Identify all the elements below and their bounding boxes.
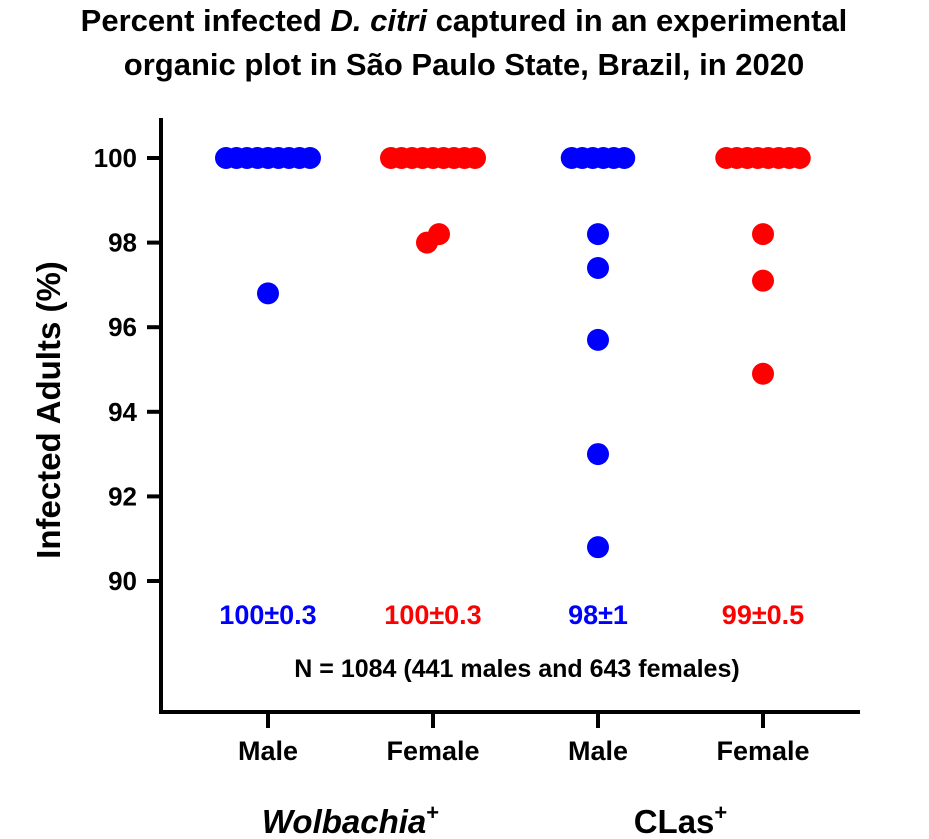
y-tick-label: 94 xyxy=(108,397,137,427)
title-part-0: Percent infected xyxy=(81,3,331,38)
group-label: Wolbachia+ xyxy=(262,800,439,839)
data-points xyxy=(215,147,811,559)
data-point xyxy=(613,147,636,169)
chart-title-line2: organic plot in São Paulo State, Brazil,… xyxy=(124,47,804,82)
y-axis-label: Infected Adults (%) xyxy=(30,261,67,559)
x-category-label: Female xyxy=(716,736,809,766)
group-name: CLas xyxy=(634,803,715,839)
x-category-label: Female xyxy=(386,736,479,766)
x-category-label: Male xyxy=(238,736,298,766)
data-point xyxy=(587,256,609,279)
data-point xyxy=(257,282,279,305)
data-point xyxy=(299,147,321,169)
chart-title-line1: Percent infected D. citri captured in an… xyxy=(81,3,848,38)
y-tick-label: 96 xyxy=(108,312,137,342)
group-name: Wolbachia xyxy=(262,803,426,839)
group-label: CLas+ xyxy=(634,800,728,839)
summary-stat: 99±0.5 xyxy=(722,600,804,630)
summary-stat: 100±0.3 xyxy=(219,600,316,630)
data-point xyxy=(788,147,811,169)
axes: 90 92 94 96 98 100 xyxy=(94,118,860,728)
data-point xyxy=(752,362,774,385)
y-tick-label: 90 xyxy=(108,566,137,596)
summary-stat: 100±0.3 xyxy=(384,600,481,630)
data-point xyxy=(587,443,609,466)
data-point xyxy=(464,147,486,169)
data-point xyxy=(752,223,774,246)
summary-stat: 98±1 xyxy=(568,600,628,630)
data-point xyxy=(416,231,438,254)
y-tick-label: 92 xyxy=(108,481,137,511)
y-tick-label: 100 xyxy=(94,143,137,173)
data-point xyxy=(587,223,609,246)
x-category-label: Male xyxy=(568,736,628,766)
title-part-2: captured in an experimental xyxy=(427,3,847,38)
y-tick-label: 98 xyxy=(108,228,137,258)
group-superscript: + xyxy=(714,800,727,825)
data-point xyxy=(752,269,774,292)
sample-size-note: N = 1084 (441 males and 643 females) xyxy=(294,655,739,683)
group-superscript: + xyxy=(426,800,439,825)
data-point xyxy=(587,328,609,351)
title-part-1: D. citri xyxy=(330,3,428,38)
data-point xyxy=(587,536,609,559)
